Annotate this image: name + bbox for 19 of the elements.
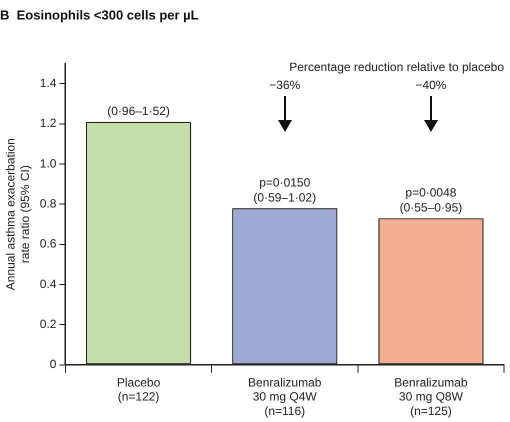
annotation: (0·96–1·52): [107, 104, 170, 118]
y-tick-label: 0.4: [40, 276, 57, 291]
annotation: p=0·0150 (0·59–1·02): [253, 175, 316, 204]
annotation: p=0·0048 (0·55–0·95): [400, 186, 462, 215]
y-tick-label: 0.6: [40, 236, 57, 251]
annotation: −36%: [269, 78, 301, 92]
y-tick-label: 0: [50, 357, 57, 372]
x-tick-label: Benralizumab 30 mg Q4W (n=116): [248, 375, 322, 418]
x-tick-label: Benralizumab 30 mg Q8W (n=125): [394, 375, 468, 418]
y-tick-label: 0.8: [40, 196, 57, 210]
y-tick-label: 1.0: [40, 156, 57, 170]
y-tick-label: 1.2: [40, 116, 57, 130]
chart-title: B Eosinophils <300 cells per µL: [0, 7, 199, 22]
y-axis-title: Annual asthma exacerbation rate ratio (95% CI): [4, 138, 32, 290]
y-tick-label: 1.4: [40, 76, 57, 90]
annotation: Percentage reduction relative to placebo: [289, 60, 504, 74]
x-tick-label: Placebo (n=122): [116, 375, 161, 404]
y-tick-label: 0.2: [40, 316, 57, 331]
annotation: −40%: [415, 78, 447, 92]
